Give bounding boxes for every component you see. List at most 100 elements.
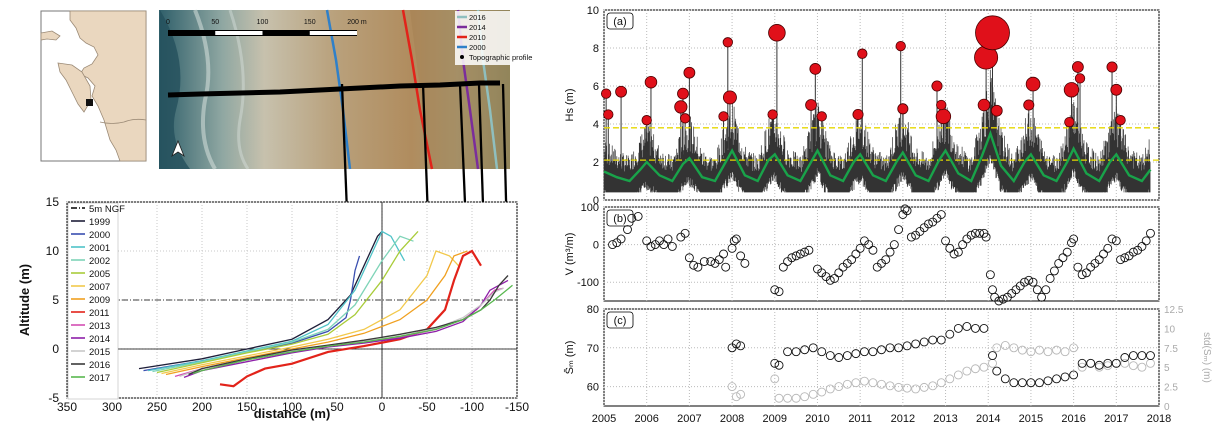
- volume-point: [778, 262, 788, 272]
- legend-label: 1999: [89, 217, 110, 228]
- mean-point: [1146, 351, 1155, 361]
- mean-point: [1137, 351, 1147, 361]
- volume-point: [970, 228, 980, 238]
- storm-marker: [1064, 116, 1075, 128]
- storm-marker: [1063, 82, 1080, 98]
- volume-point: [684, 253, 694, 263]
- volume-point: [1116, 255, 1126, 265]
- storm-marker: [816, 111, 827, 122]
- aerial-legend-label: 2014: [469, 23, 486, 32]
- volume-point: [608, 240, 617, 250]
- y-right-tick-label: 0: [1164, 402, 1170, 413]
- mean-point: [979, 323, 989, 333]
- aerial-legend-label: 2010: [469, 33, 486, 42]
- mean-point: [834, 353, 844, 362]
- y-tick-label: 2: [593, 157, 599, 169]
- volume-point: [774, 287, 784, 297]
- volume-point: [699, 257, 709, 266]
- mean-point: [868, 347, 878, 357]
- shoreline-panel: 60 70 80 (c) S̄ₘ (m) 0 2.5 5 7.5 10 12.5 std(Sₘ) (m…: [563, 304, 1212, 425]
- aerial-legend-label: 2000: [469, 43, 486, 52]
- volume-point: [1032, 285, 1042, 295]
- legend-label: 2014: [89, 334, 110, 345]
- volume-point: [1037, 292, 1047, 302]
- volume-point: [906, 232, 916, 242]
- volume-point: [847, 255, 857, 265]
- volume-point: [949, 249, 959, 259]
- std-point: [1077, 362, 1087, 372]
- scale-tick-label: 100: [257, 19, 269, 26]
- panel-label: (a): [606, 12, 634, 30]
- mean-point: [1120, 353, 1130, 362]
- std-point: [992, 343, 1002, 353]
- std-point: [731, 392, 741, 402]
- volume-point: [941, 236, 950, 246]
- legend-label: 2005: [89, 269, 110, 280]
- volume-point: [731, 234, 741, 244]
- legend-label: 5m NGF: [89, 204, 125, 215]
- y-tick-label: 0: [52, 342, 59, 356]
- legend-label: 2015: [89, 347, 110, 358]
- volume-point: [881, 255, 891, 265]
- std-point: [902, 383, 912, 393]
- y-axis-label: S̄ₘ (m): [563, 341, 576, 375]
- mean-point: [962, 322, 972, 331]
- scale-bar-segment: [215, 31, 263, 35]
- std-point: [1069, 343, 1079, 353]
- storm-marker: [722, 90, 737, 105]
- y-tick-label: 0: [593, 240, 599, 252]
- x-tick-label: 300: [102, 400, 122, 414]
- storm-marker: [805, 99, 817, 111]
- mean-point: [911, 339, 921, 349]
- x-tick-label: 2008: [720, 413, 744, 425]
- std-point: [1017, 345, 1027, 355]
- storm-marker: [977, 98, 991, 112]
- x-tick-label: 2016: [1061, 413, 1085, 425]
- x-tick-label: 2007: [677, 413, 701, 425]
- std-point: [842, 379, 852, 389]
- x-tick-label: -150: [505, 400, 529, 414]
- y-tick-label: 6: [593, 81, 599, 93]
- panel-label: (b): [606, 209, 634, 227]
- volume-point: [834, 268, 844, 278]
- volume-point: [825, 275, 835, 285]
- legend-label: 2016: [89, 360, 110, 371]
- panel-label-text: (c): [614, 315, 627, 327]
- profile-legend: 5m NGF 1999 2000 2001 2002 2005 2007 2009 2011 20…: [67, 202, 125, 400]
- std-point: [783, 393, 793, 403]
- volume-point: [1020, 277, 1029, 287]
- x-tick-label: 2018: [1147, 413, 1171, 425]
- storm-marker: [1110, 83, 1123, 96]
- volume-point: [804, 245, 814, 255]
- mean-point: [842, 351, 852, 361]
- panel-label-box: [606, 209, 634, 227]
- std-point: [945, 374, 955, 384]
- mean-point: [791, 347, 801, 357]
- std-point: [727, 382, 737, 392]
- std-point: [1137, 362, 1147, 372]
- mean-point: [936, 335, 946, 345]
- storm-marker: [1106, 61, 1118, 73]
- x-tick-label: 2015: [1019, 413, 1043, 425]
- profile-2007: [161, 250, 459, 375]
- storm-marker: [895, 40, 906, 52]
- std-point: [868, 378, 878, 388]
- volume-panel: -100 0 100 (b) V (m³/m): [564, 202, 1160, 306]
- mean-point: [1043, 376, 1053, 386]
- storm-marker: [644, 75, 658, 89]
- square-marker: [86, 99, 93, 106]
- std-point: [894, 382, 904, 392]
- volume-point: [787, 253, 797, 263]
- std-point: [970, 364, 980, 374]
- y-tick-label: 70: [587, 343, 599, 355]
- x-tick-label: 2013: [933, 413, 957, 425]
- profile-2009: [165, 250, 468, 376]
- legend-label: 2001: [89, 243, 110, 254]
- x-tick-label: 200: [192, 400, 212, 414]
- panel-frame: [603, 308, 1160, 407]
- mean-point: [859, 347, 869, 357]
- mean-point: [1000, 374, 1010, 384]
- volume-point: [855, 243, 865, 253]
- storm-marker: [1072, 61, 1084, 73]
- mean-point: [731, 339, 741, 349]
